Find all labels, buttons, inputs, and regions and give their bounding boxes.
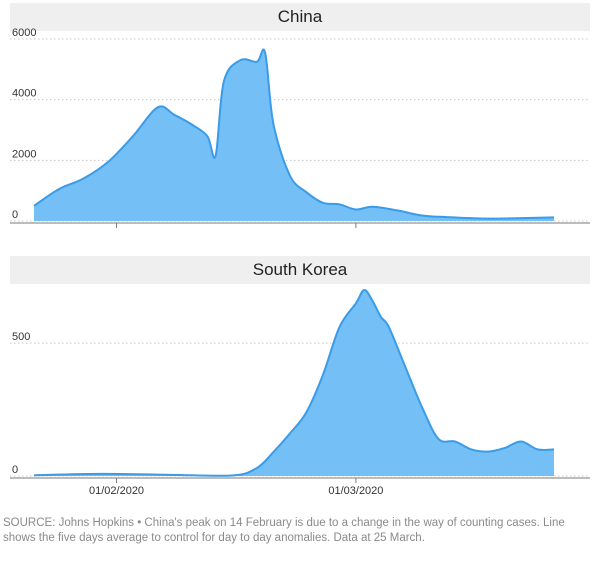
china-series-line <box>33 48 555 220</box>
south-korea-data-point <box>520 440 522 442</box>
south-korea-data-point <box>437 438 439 440</box>
source-note: SOURCE: Johns Hopkins • China's peak on … <box>3 517 565 544</box>
south-korea-data-point <box>470 448 472 450</box>
china-data-point <box>446 216 448 218</box>
south-korea-data-point <box>388 326 390 328</box>
china-data-point <box>272 123 274 125</box>
south-korea-data-point <box>305 411 307 413</box>
china-data-point <box>487 217 489 219</box>
south-korea-data-point <box>256 467 258 469</box>
south-korea-data-point <box>380 315 382 317</box>
china-data-point <box>214 155 216 157</box>
china-y-tick-label: 0 <box>12 209 18 221</box>
china-data-point <box>322 202 324 204</box>
china-chart-title: China <box>10 3 590 31</box>
china-data-point <box>371 206 373 208</box>
south-korea-x-tick-label: 01/02/2020 <box>89 485 144 497</box>
china-data-point <box>355 208 357 210</box>
china-data-point <box>520 217 522 219</box>
south-korea-data-point <box>165 474 167 476</box>
china-data-point <box>206 135 208 137</box>
south-korea-data-point <box>371 299 373 301</box>
china-data-point <box>157 106 159 108</box>
china-data-point <box>107 161 109 163</box>
south-korea-area <box>34 289 554 476</box>
south-korea-data-point <box>536 448 538 450</box>
south-korea-data-point <box>231 474 233 476</box>
south-korea-data-point <box>503 447 505 449</box>
china-area <box>34 49 554 221</box>
south-korea-data-point <box>355 302 357 304</box>
china-data-point <box>305 191 307 193</box>
china-data-point <box>223 80 225 82</box>
china-data-point <box>553 216 555 218</box>
south-korea-chart-title: South Korea <box>10 256 590 284</box>
south-korea-data-point <box>454 440 456 442</box>
south-korea-y-tick-label: 0 <box>12 464 18 476</box>
china-data-point <box>239 59 241 61</box>
south-korea-data-point <box>289 432 291 434</box>
china-data-point <box>264 52 266 54</box>
china-y-tick-label: 2000 <box>12 148 36 160</box>
south-korea-data-point <box>487 450 489 452</box>
china-data-point <box>173 114 175 116</box>
china-data-point <box>396 209 398 211</box>
china-data-point <box>338 203 340 205</box>
south-korea-data-point <box>33 474 35 476</box>
china-data-point <box>58 188 60 190</box>
south-korea-x-tick-label: 01/03/2020 <box>328 485 383 497</box>
south-korea-data-point <box>272 451 274 453</box>
china-data-point <box>289 174 291 176</box>
south-korea-data-point <box>421 406 423 408</box>
south-korea-y-tick-label: 500 <box>12 331 30 343</box>
south-korea-series-line <box>33 289 555 477</box>
china-y-tick-label: 4000 <box>12 88 36 100</box>
china-data-point <box>256 61 258 63</box>
south-korea-data-point <box>553 448 555 450</box>
china-data-point <box>190 123 192 125</box>
china-y-tick-label: 6000 <box>12 27 36 39</box>
south-korea-data-point <box>404 366 406 368</box>
south-korea-data-point <box>322 374 324 376</box>
south-korea-data-point <box>363 289 365 291</box>
south-korea-data-point <box>338 326 340 328</box>
china-data-point <box>421 214 423 216</box>
china-data-point <box>82 177 84 179</box>
china-data-point <box>132 135 134 137</box>
china-data-point <box>33 205 35 207</box>
south-korea-data-point <box>99 473 101 475</box>
